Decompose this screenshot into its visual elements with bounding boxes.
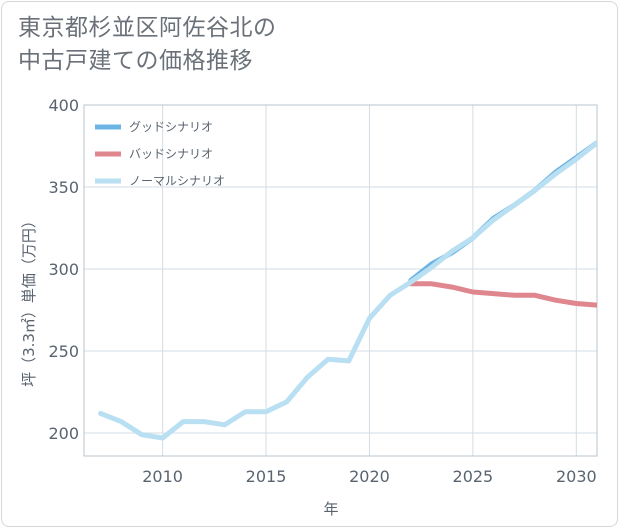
y-tick-label: 350 (48, 178, 79, 197)
axis-ticks: 2010 2015 2020 2025 2030 200 250 300 350 400 (48, 96, 596, 486)
legend-label-bad: バッドシナリオ (129, 147, 213, 161)
x-tick-label: 2025 (453, 467, 494, 486)
y-tick-label: 300 (48, 260, 79, 279)
series-layer (98, 140, 597, 441)
x-tick-label: 2010 (142, 467, 183, 486)
title-line-1: 東京都杉並区阿佐谷北の (18, 15, 277, 41)
legend-label-normal: ノーマルシナリオ (129, 174, 225, 188)
x-tick-label: 2015 (246, 467, 287, 486)
x-axis-label: 年 (323, 500, 338, 518)
y-axis-label: 坪（3.3㎡）単価（万円） (20, 213, 38, 387)
series-line-bad (408, 281, 597, 308)
y-tick-label: 200 (48, 424, 79, 443)
x-tick-label: 2020 (349, 467, 390, 486)
y-tick-label: 400 (48, 96, 79, 115)
page-title: 東京都杉並区阿佐谷北の 中古戸建ての価格推移 (18, 12, 277, 78)
legend-label-good: グッドシナリオ (129, 120, 213, 134)
plot-area-frame (83, 104, 598, 457)
series-line-normal (98, 140, 597, 441)
title-line-2: 中古戸建ての価格推移 (18, 48, 253, 74)
y-tick-label: 250 (48, 342, 79, 361)
x-tick-label: 2030 (556, 467, 597, 486)
